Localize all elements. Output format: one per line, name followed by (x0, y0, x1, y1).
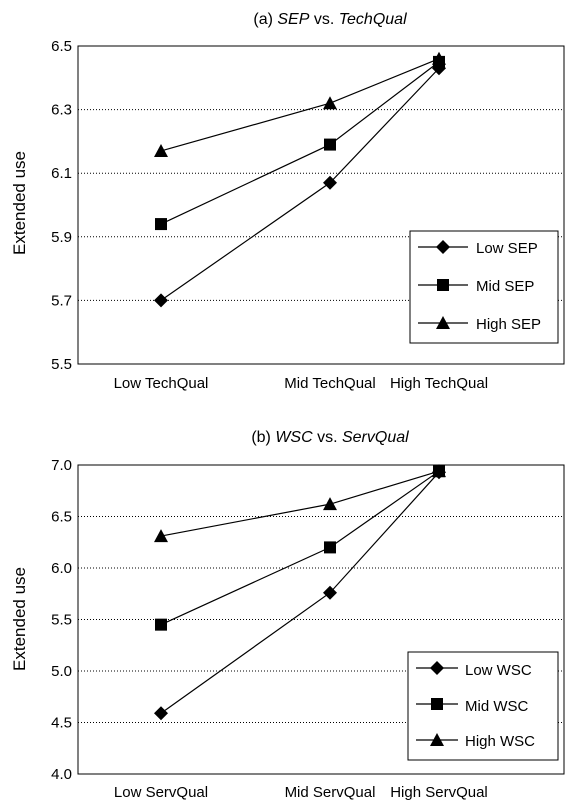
series-line (161, 68, 439, 300)
data-point (324, 541, 336, 553)
chart-a-y-axis-label: Extended use (10, 151, 29, 255)
chart-b-legend-label: Mid WSC (465, 698, 529, 715)
y-tick-label: 4.5 (51, 715, 72, 732)
chart-a-legend-label: Low SEP (476, 240, 538, 257)
data-point (323, 96, 337, 109)
chart-a-title: (a) SEP vs. TechQual (253, 11, 407, 28)
y-tick-label: 6.5 (51, 509, 72, 526)
data-point (154, 706, 168, 720)
data-point (155, 619, 167, 631)
chart-a-legend-label: High SEP (476, 316, 541, 333)
chart-a: (a) SEP vs. TechQual Extended use 5.5 5.7… (10, 11, 564, 392)
y-tick-label: 5.0 (51, 663, 72, 680)
legend-marker (437, 279, 449, 291)
chart-b-y-ticks: 4.0 4.5 5.0 5.5 6.0 6.5 7.0 (51, 457, 72, 783)
y-tick-label: 7.0 (51, 457, 72, 474)
series-line (161, 62, 439, 224)
data-point (155, 218, 167, 230)
y-tick-label: 6.0 (51, 560, 72, 577)
chart-b-x-ticks: Low ServQual Mid ServQual High ServQual (114, 784, 488, 801)
series-line (161, 471, 439, 536)
chart-b-legend-label: Low WSC (465, 662, 532, 679)
data-point (324, 139, 336, 151)
chart-a-x-tick-label: Mid TechQual (284, 375, 375, 392)
chart-a-legend: Low SEP Mid SEP High SEP (410, 231, 558, 343)
chart-a-legend-label: Mid SEP (476, 278, 534, 295)
chart-b-title: (b) WSC vs. ServQual (251, 429, 409, 446)
chart-b-x-tick-label: High ServQual (390, 784, 488, 801)
chart-a-series (154, 52, 446, 308)
y-tick-label: 6.1 (51, 165, 72, 182)
series-line (161, 59, 439, 151)
series-line (161, 471, 439, 624)
y-tick-label: 5.5 (51, 612, 72, 629)
chart-b-series (154, 464, 446, 720)
y-tick-label: 5.9 (51, 229, 72, 246)
chart-a-x-tick-label: Low TechQual (114, 375, 209, 392)
chart-b-y-axis-label: Extended use (10, 567, 29, 671)
chart-b-legend-label: High WSC (465, 733, 535, 750)
series-line (161, 472, 439, 713)
y-tick-label: 5.7 (51, 292, 72, 309)
y-tick-label: 5.5 (51, 356, 72, 373)
chart-b-x-tick-label: Low ServQual (114, 784, 208, 801)
chart-a-y-ticks: 5.5 5.7 5.9 6.1 6.3 6.5 (51, 38, 72, 373)
data-point (154, 144, 168, 157)
y-tick-label: 6.3 (51, 102, 72, 119)
y-tick-label: 4.0 (51, 766, 72, 783)
chart-b-x-tick-label: Mid ServQual (285, 784, 376, 801)
data-point (323, 497, 337, 510)
data-point (154, 293, 168, 307)
y-tick-label: 6.5 (51, 38, 72, 55)
chart-b-legend: Low WSC Mid WSC High WSC (408, 652, 558, 760)
legend-marker (431, 698, 443, 710)
chart-a-x-tick-label: High TechQual (390, 375, 488, 392)
chart-a-x-ticks: Low TechQual Mid TechQual High TechQual (114, 375, 488, 392)
chart-b: (b) WSC vs. ServQual Extended use 4.0 4.5… (10, 429, 564, 801)
